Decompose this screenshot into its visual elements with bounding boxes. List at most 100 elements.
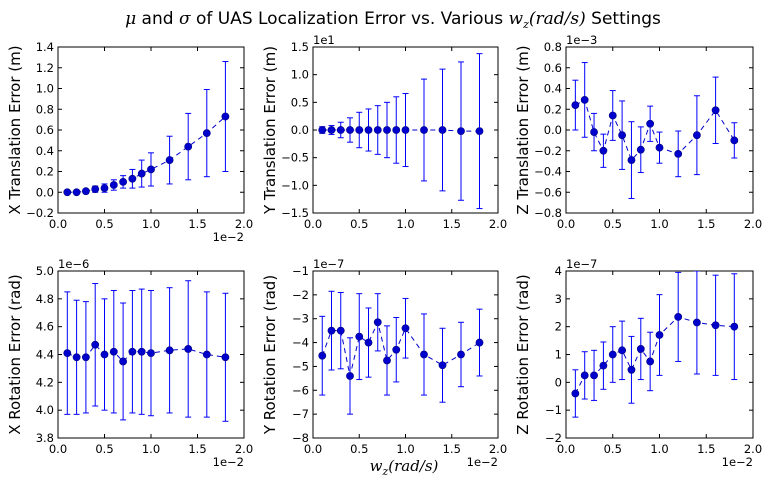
- data-point: [147, 349, 155, 358]
- title-var: w: [509, 9, 524, 29]
- data-point: [590, 128, 598, 136]
- x-tick-label: 2.0: [744, 217, 762, 231]
- data-point: [571, 389, 580, 398]
- title-sigma: σ: [179, 9, 191, 29]
- x-tick-label: 2.0: [489, 217, 507, 231]
- y-tick-label: 1.0: [291, 68, 309, 82]
- y-multiplier: 1e−7: [313, 257, 344, 271]
- y-tick-label: 0.0: [36, 185, 54, 199]
- y-tick-label: −5: [292, 359, 309, 373]
- y-tick-label: −6: [292, 383, 309, 397]
- y-axis-label: Y Rotation Error (rad): [261, 275, 279, 435]
- y-tick-label: 0.6: [36, 123, 54, 137]
- series-line: [575, 99, 735, 162]
- series-line: [67, 116, 226, 193]
- data-point: [137, 169, 146, 178]
- data-point: [202, 129, 211, 138]
- data-point: [580, 371, 589, 380]
- data-point: [63, 349, 72, 358]
- plot-area: [63, 61, 230, 197]
- x-tick-label: 2.0: [744, 442, 762, 456]
- y-tick-label: 0.8: [36, 102, 54, 116]
- data-point: [627, 365, 636, 374]
- data-point: [730, 136, 739, 145]
- data-point: [346, 126, 354, 134]
- data-point: [636, 345, 645, 353]
- x-tick-label: 2.0: [235, 217, 253, 231]
- x-tick-label: 1.5: [188, 217, 206, 231]
- data-point: [327, 126, 336, 134]
- data-point: [82, 353, 90, 362]
- y-tick-label: 0.8: [544, 40, 562, 54]
- x-tick-label: 1.5: [188, 442, 206, 456]
- data-point: [91, 185, 100, 194]
- x-tick-label: 1.0: [142, 217, 160, 231]
- x-multiplier: 1e−2: [722, 455, 753, 469]
- y-tick-label: 1.5: [291, 40, 309, 54]
- plot-area: [318, 290, 484, 415]
- x-tick-label: 1.0: [396, 217, 414, 231]
- y-tick-label: −0.2: [26, 206, 54, 220]
- x-tick-label: 0.0: [557, 217, 575, 231]
- data-point: [730, 322, 739, 331]
- y-tick-label: −0.8: [534, 206, 562, 220]
- chart-panel: 0.0 0.5 1.0 1.5 2.0 −8 −7 −6 −5 −4 −3 −2 −1 Y Rotatio…: [261, 257, 507, 469]
- data-point: [636, 145, 645, 154]
- data-point: [392, 345, 401, 354]
- y-multiplier: 1e1: [313, 33, 335, 47]
- data-point: [63, 188, 72, 197]
- x-tick-label: 0.0: [557, 442, 575, 456]
- y-multiplier: 1e−6: [58, 257, 89, 271]
- xlabel-unit: (rad/s): [388, 457, 438, 475]
- y-tick-label: −8: [292, 431, 309, 445]
- data-point: [475, 338, 484, 347]
- y-axis-label: Z Translation Error (m): [514, 45, 532, 214]
- x-tick-label: 1.0: [396, 442, 414, 456]
- data-point: [711, 321, 720, 330]
- series-line: [322, 129, 480, 132]
- x-multiplier: 1e−2: [213, 455, 244, 469]
- y-tick-label: 1.2: [36, 61, 54, 75]
- series-line: [67, 344, 226, 363]
- data-point: [202, 350, 211, 359]
- y-tick-label: 1.0: [36, 82, 54, 96]
- y-tick-label: 4.2: [36, 375, 54, 389]
- x-tick-label: 1.0: [650, 217, 668, 231]
- x-tick-label: 1.5: [697, 442, 715, 456]
- y-tick-label: −2: [292, 288, 309, 302]
- data-point: [109, 347, 118, 356]
- x-tick-label: 1.0: [142, 442, 160, 456]
- data-point: [364, 338, 373, 347]
- data-point: [373, 126, 382, 134]
- y-tick-label: 0.4: [36, 144, 54, 158]
- x-tick-label: 0.0: [304, 442, 322, 456]
- x-tick-label: 1.5: [443, 442, 461, 456]
- y-tick-label: −1.0: [281, 178, 309, 192]
- y-axis-label: Z Rotation Error (rad): [514, 274, 532, 434]
- y-tick-label: 0.0: [544, 123, 562, 137]
- data-point: [327, 326, 336, 335]
- data-point: [355, 332, 364, 341]
- x-multiplier: 1e−2: [467, 455, 498, 469]
- title-mu: μ: [125, 9, 136, 29]
- data-point: [184, 345, 193, 353]
- x-tick-label: 0.0: [49, 217, 67, 231]
- x-tick-label: 1.5: [443, 217, 461, 231]
- y-tick-label: 0.5: [291, 95, 309, 109]
- data-point: [618, 131, 626, 140]
- y-tick-label: 4.4: [36, 348, 54, 362]
- figure-title: μ and σ of UAS Localization Error vs. Va…: [125, 9, 661, 31]
- data-point: [599, 361, 608, 370]
- title-and: and: [136, 9, 179, 29]
- y-tick-label: 5.0: [36, 264, 54, 278]
- data-point: [383, 126, 391, 134]
- y-tick-label: 4: [555, 264, 562, 278]
- chart-panel: 0.0 0.5 1.0 1.5 2.0 3.8 4.0 4.2 4.4 4.6 4.8 5.0 X Ro…: [6, 257, 253, 469]
- data-point: [608, 350, 617, 359]
- x-tick-label: 0.5: [95, 217, 113, 231]
- data-point: [318, 126, 327, 134]
- y-tick-label: 3.8: [36, 431, 54, 445]
- data-point: [457, 350, 465, 359]
- data-point: [655, 331, 664, 339]
- y-tick-label: 0.4: [544, 82, 562, 96]
